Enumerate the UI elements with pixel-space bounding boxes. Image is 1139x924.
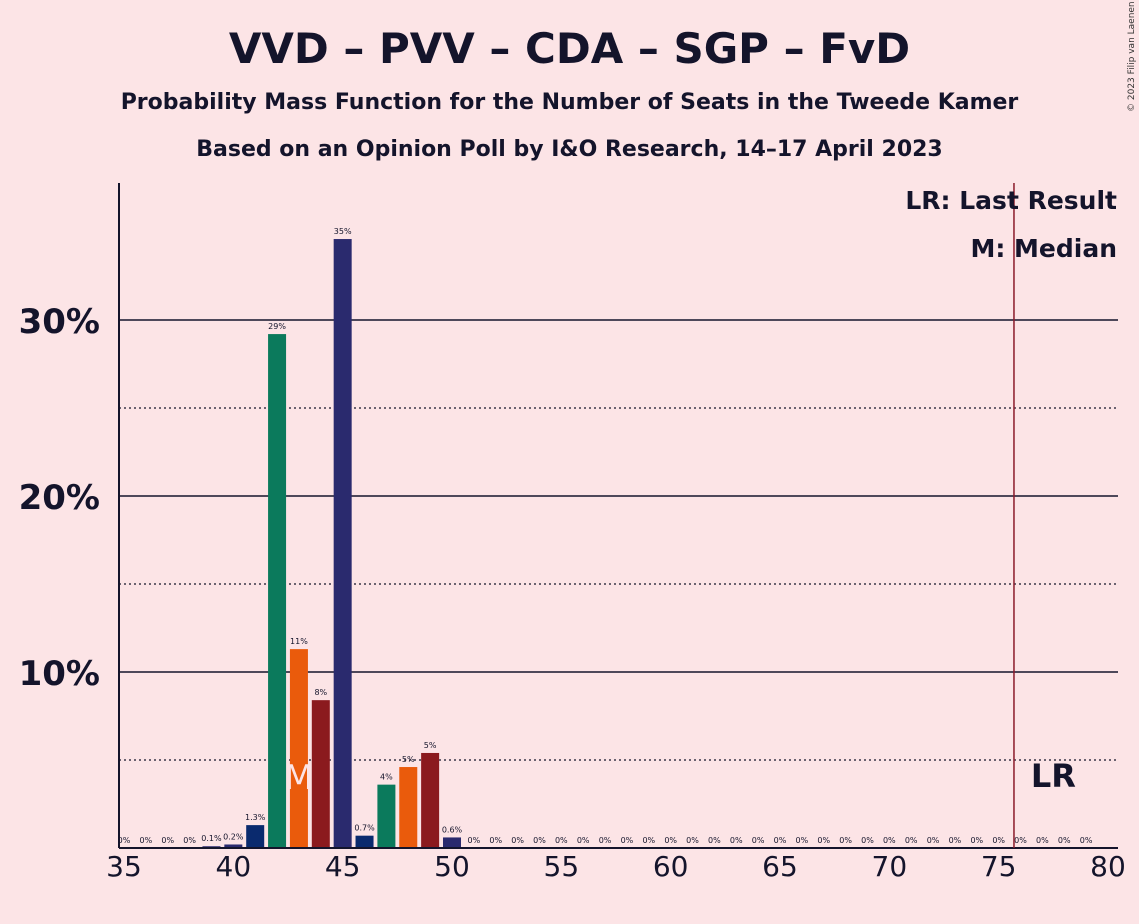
bar xyxy=(246,825,265,848)
bar-label: 0% xyxy=(161,836,174,845)
y-tick-label: 30% xyxy=(19,302,100,342)
bar-label: 0% xyxy=(1058,836,1071,845)
x-tick-label: 35 xyxy=(106,850,142,883)
bar-label: 0% xyxy=(140,836,153,845)
bar xyxy=(311,700,330,848)
bar xyxy=(333,239,352,849)
bar-label: 0.6% xyxy=(442,825,463,834)
legend-median: M: Median xyxy=(970,234,1117,263)
bar-label: 0% xyxy=(489,836,502,845)
bar-label: 0% xyxy=(577,836,590,845)
bar-label: 0% xyxy=(599,836,612,845)
bar xyxy=(289,649,308,848)
bar-label: 29% xyxy=(268,322,286,331)
bar-label: 0.1% xyxy=(201,834,222,843)
legend: LR: Last Result M: Median xyxy=(905,186,1117,263)
bar-label: 0% xyxy=(118,836,131,845)
bar-label: 0% xyxy=(839,836,852,845)
bar xyxy=(355,835,374,848)
bar xyxy=(421,752,440,848)
x-tick-label: 50 xyxy=(434,850,470,883)
chart-subtitle: Probability Mass Function for the Number… xyxy=(120,90,1019,115)
bar-label: 1.3% xyxy=(245,813,266,822)
axes xyxy=(118,183,1118,849)
bar-label: 0% xyxy=(796,836,809,845)
bar-label: 0% xyxy=(533,836,546,845)
bar-label: 0% xyxy=(1036,836,1049,845)
bar-label: 5% xyxy=(402,755,415,764)
x-tick-label: 55 xyxy=(544,850,580,883)
bar-label: 0% xyxy=(817,836,830,845)
x-tick-label: 75 xyxy=(981,850,1017,883)
bar-label: 0% xyxy=(555,836,568,845)
bar-label: 35% xyxy=(334,227,352,236)
median-marker: M xyxy=(284,758,313,798)
bar-label: 0% xyxy=(1080,836,1093,845)
bar-label: 0% xyxy=(752,836,765,845)
bar-label: 0% xyxy=(861,836,874,845)
x-tick-label: 80 xyxy=(1090,850,1126,883)
bar-label: 0% xyxy=(927,836,940,845)
bar-label: 0% xyxy=(708,836,721,845)
y-tick-label: 10% xyxy=(19,654,100,694)
bar-label: 0% xyxy=(621,836,634,845)
bar-label: 0% xyxy=(992,836,1005,845)
bar-label: 0% xyxy=(730,836,743,845)
x-tick-label: 65 xyxy=(762,850,798,883)
bar-label: 0% xyxy=(183,836,196,845)
bar-label: 0% xyxy=(468,836,481,845)
bar-label: 0% xyxy=(1014,836,1027,845)
x-tick-label: 70 xyxy=(872,850,908,883)
bar xyxy=(377,784,396,848)
last-result-marker: LR xyxy=(1031,757,1076,795)
legend-last-result: LR: Last Result xyxy=(905,186,1117,215)
bar-label: 8% xyxy=(314,688,327,697)
bar-label: 4% xyxy=(380,773,393,782)
bar xyxy=(399,767,418,848)
y-tick-label: 20% xyxy=(19,478,100,518)
x-tick-label: 60 xyxy=(653,850,689,883)
bar-label: 0% xyxy=(949,836,962,845)
bar-label: 0.7% xyxy=(354,824,375,833)
x-tick-label: 40 xyxy=(216,850,252,883)
bar xyxy=(443,837,461,848)
bar-label: 0% xyxy=(905,836,918,845)
tick-labels: 35 40 45 50 55 60 65 70 75 80 10% 20% 30% xyxy=(19,302,1126,883)
chart-title: VVD – PVV – CDA – SGP – FvD xyxy=(228,24,911,73)
bar-label: 0% xyxy=(686,836,699,845)
bars xyxy=(202,239,461,849)
bar-label: 0% xyxy=(642,836,655,845)
bar-label: 0% xyxy=(664,836,677,845)
bar-label: 0% xyxy=(774,836,787,845)
bar xyxy=(268,334,287,849)
chart-source: Based on an Opinion Poll by I&O Research… xyxy=(196,137,943,162)
bar xyxy=(224,844,243,848)
bar-labels: 0% 0% 0% 0% 0.1% 0.2% 1.3% 29% 11% 8% 35% 0.7% 4% 5% 5… xyxy=(118,227,1093,845)
markers: LR M xyxy=(284,183,1076,848)
bar-label: 0% xyxy=(883,836,896,845)
bar-label: 11% xyxy=(290,637,308,646)
x-tick-label: 45 xyxy=(325,850,361,883)
bar-label: 0% xyxy=(511,836,524,845)
bar-label: 0% xyxy=(970,836,983,845)
bar-label: 5% xyxy=(424,741,437,750)
bar-label: 0.2% xyxy=(223,832,244,841)
